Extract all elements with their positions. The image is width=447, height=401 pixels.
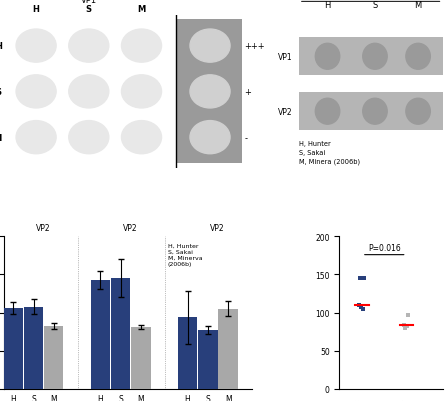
Point (358, 304, 365, 311)
Text: P=0.016: P=0.016 (368, 244, 401, 253)
Text: S: S (206, 393, 210, 401)
Bar (299, 93, 443, 131)
Text: H: H (97, 393, 103, 401)
Circle shape (406, 44, 430, 70)
Text: S: S (0, 88, 2, 97)
Bar (24, 307, 43, 389)
Bar (299, 38, 443, 76)
Point (403, 322, 410, 329)
Text: M: M (0, 133, 2, 142)
Circle shape (16, 76, 56, 109)
Text: H: H (0, 42, 2, 51)
Text: +++: +++ (244, 42, 265, 51)
Text: VP1: VP1 (81, 0, 97, 5)
Text: H, Hunter
S, Sakai
M, Minera (2006b): H, Hunter S, Sakai M, Minera (2006b) (299, 141, 360, 164)
Text: M: M (138, 393, 144, 401)
Point (402, 325, 409, 331)
Circle shape (69, 76, 109, 109)
Circle shape (406, 99, 430, 125)
Circle shape (190, 76, 230, 109)
Text: H: H (185, 393, 190, 401)
Point (356, 275, 363, 282)
Bar (176, 20, 244, 164)
Text: +: + (244, 88, 251, 97)
Text: S: S (118, 393, 123, 401)
Text: S: S (31, 393, 36, 401)
Bar (44, 326, 63, 389)
Circle shape (69, 121, 109, 154)
Text: H: H (325, 1, 331, 10)
Circle shape (315, 44, 340, 70)
Circle shape (122, 30, 161, 63)
Text: S: S (372, 1, 378, 10)
Text: VP2: VP2 (123, 223, 138, 232)
Text: VP2: VP2 (36, 223, 51, 232)
Text: S: S (86, 5, 92, 14)
Circle shape (122, 76, 161, 109)
Bar (111, 279, 131, 389)
Text: H: H (10, 393, 16, 401)
Bar (198, 330, 218, 389)
Point (361, 275, 368, 282)
Bar (219, 309, 238, 389)
Text: M: M (137, 5, 146, 14)
Text: H, Hunter
S, Sakai
M, Minerva
(2006b): H, Hunter S, Sakai M, Minerva (2006b) (168, 243, 202, 266)
Circle shape (190, 30, 230, 63)
Circle shape (69, 30, 109, 63)
Text: VP2: VP2 (278, 107, 293, 116)
Circle shape (363, 99, 387, 125)
Text: M: M (51, 393, 57, 401)
Text: H: H (33, 5, 39, 14)
Circle shape (16, 121, 56, 154)
Bar (178, 318, 197, 389)
Point (405, 312, 412, 318)
Circle shape (16, 30, 56, 63)
Text: M: M (414, 1, 422, 10)
Text: M: M (225, 393, 232, 401)
Point (355, 302, 363, 308)
Point (401, 322, 408, 328)
Circle shape (190, 121, 230, 154)
Bar (91, 280, 110, 389)
Point (360, 306, 367, 312)
Text: VP1: VP1 (278, 53, 293, 62)
Text: VP2: VP2 (210, 223, 225, 232)
Circle shape (315, 99, 340, 125)
Circle shape (122, 121, 161, 154)
Text: -: - (244, 133, 247, 142)
Circle shape (363, 44, 387, 70)
Bar (131, 327, 151, 389)
Bar (4, 308, 23, 389)
